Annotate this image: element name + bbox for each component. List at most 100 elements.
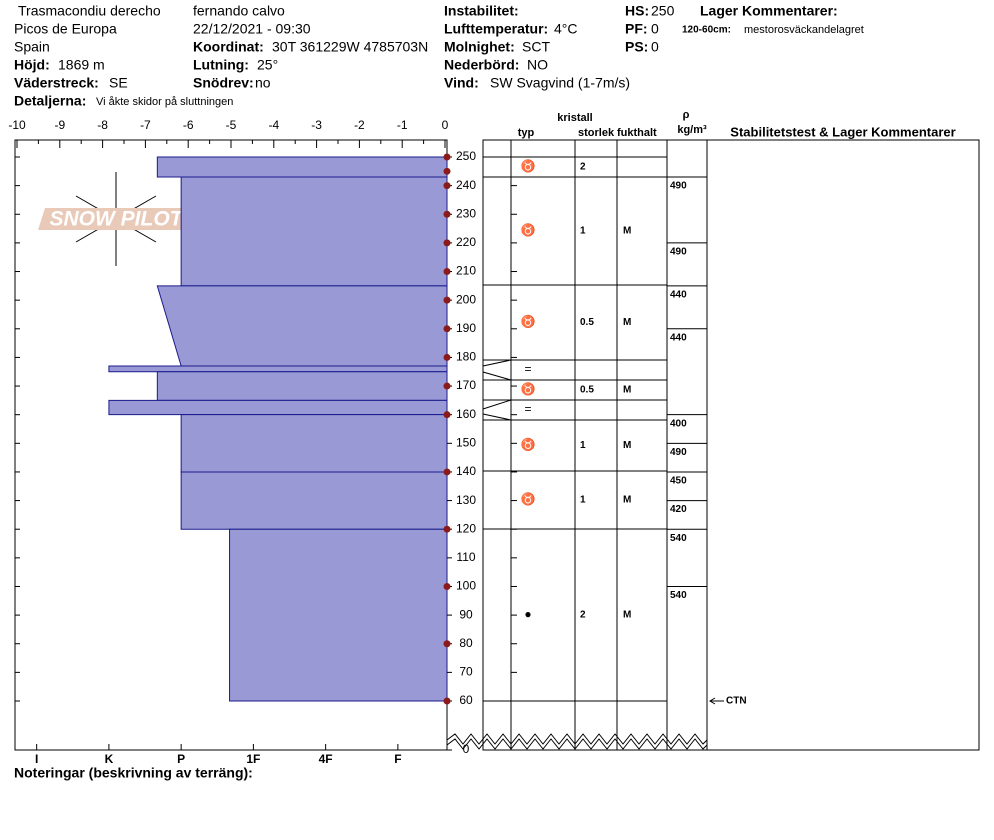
temperature-point: [443, 239, 451, 247]
connector: [482, 399, 512, 410]
grain-size: 1: [580, 495, 586, 506]
grain-size: 1: [580, 440, 586, 451]
field-value: 30T 361229W 4785703N: [272, 39, 428, 55]
layer: [180, 176, 448, 287]
hardness-tick-label: I: [35, 752, 38, 766]
grain-type: ♉: [521, 492, 536, 506]
moisture: M: [623, 495, 631, 506]
temperature-point: [443, 325, 451, 333]
density-value: 440: [670, 332, 687, 343]
watermark-text: SNOW PILOT: [50, 208, 185, 231]
field-label: Lutning:: [193, 57, 249, 73]
grain-type: =: [524, 402, 531, 416]
moisture: M: [623, 385, 631, 396]
x-tick-label: -4: [268, 118, 279, 132]
field-label: HS:: [625, 3, 649, 19]
location: Trasmacondiu derecho: [18, 3, 161, 19]
hardness-tick-label: K: [105, 752, 114, 766]
datetime: 22/12/2021 - 09:30: [193, 21, 311, 37]
header-size: storlek: [578, 127, 615, 139]
moisture: M: [623, 440, 631, 451]
field-label: Detaljerna:: [14, 93, 86, 109]
y-tick-label: 100: [456, 579, 476, 593]
header-type: typ: [518, 127, 535, 139]
field-value: SCT: [522, 39, 550, 55]
y-tick-label: 190: [456, 321, 476, 335]
layer: [156, 156, 448, 178]
hardness-tick-label: 1F: [246, 752, 260, 766]
grain-type: ♉: [521, 315, 536, 329]
grain-size: 2: [580, 162, 586, 173]
field-value: NO: [527, 57, 548, 73]
y-tick-label: 250: [456, 149, 476, 163]
field-label: Vind:: [444, 75, 479, 91]
y-tick-label: 110: [456, 550, 475, 564]
y-tick-label: 160: [456, 407, 476, 421]
temperature-point: [443, 468, 451, 476]
y-tick-label: 210: [456, 264, 476, 278]
connector: [482, 413, 512, 421]
header-crystal: kristall: [557, 112, 592, 124]
x-tick-label: -6: [183, 118, 194, 132]
layer: [156, 285, 448, 367]
temperature-point: [443, 697, 451, 705]
field-label: PS:: [625, 39, 648, 55]
grain-type: ♉: [521, 438, 536, 452]
temperature-point: [443, 268, 451, 276]
comment-text: mestorosväckandelagret: [744, 24, 864, 36]
moisture: M: [623, 610, 631, 621]
grain-type: ♉: [521, 159, 536, 173]
density-value: 490: [670, 181, 687, 192]
hardness-tick-label: 4F: [319, 752, 333, 766]
table-frame: [482, 139, 980, 751]
notes-label: Noteringar (beskrivning av terräng):: [14, 765, 253, 781]
field-value: 0: [651, 39, 659, 55]
header-comments: Stabilitetstest & Lager Kommentarer: [730, 124, 955, 139]
field-label: Koordinat:: [193, 39, 264, 55]
density-value: 490: [670, 447, 687, 458]
arrow-head: [709, 697, 716, 705]
comment-range: 120-60cm:: [682, 25, 731, 36]
axis-break: [446, 738, 708, 750]
temperature-point: [443, 210, 451, 218]
temperature-point: [443, 296, 451, 304]
watermark: SNOW PILOT: [38, 172, 195, 266]
temperature-point: [443, 411, 451, 419]
header-moisture: fukthalt: [617, 127, 657, 139]
field-label: Lufttemperatur:: [444, 21, 548, 37]
temperature-point: [443, 525, 451, 533]
layer: [108, 365, 448, 373]
table-headers: kristall typ storlek fukthalt ρ kg/m³ St…: [518, 109, 956, 140]
field-value: 25°: [257, 57, 278, 73]
observer: fernando calvo: [193, 3, 285, 19]
density-value: 420: [670, 504, 687, 515]
temperature-point: [443, 182, 451, 190]
hardness-tick-label: P: [177, 752, 185, 766]
density-value: 400: [670, 418, 687, 429]
stability-text: CTN: [726, 696, 747, 707]
grain-size: 0.5: [580, 317, 594, 328]
connector: [482, 359, 512, 367]
field-label: Höjd:: [14, 57, 50, 73]
density-value: 440: [670, 289, 687, 300]
y-tick-label: 80: [459, 636, 473, 650]
layer: [156, 371, 448, 401]
grain-type: ●: [524, 607, 531, 621]
field-label: PF:: [625, 21, 648, 37]
connector: [482, 371, 512, 381]
moisture: M: [623, 226, 631, 237]
field-label: Väderstreck:: [14, 75, 99, 91]
y-tick-label: 90: [459, 607, 473, 621]
field-value: SE: [109, 75, 128, 91]
field-value: 4°C: [554, 21, 578, 37]
y-tick-label: 200: [456, 292, 476, 306]
temperature-point: [443, 353, 451, 361]
x-tick-label: -10: [8, 118, 26, 132]
y-tick-label: 240: [456, 178, 476, 192]
grain-size: 0.5: [580, 385, 594, 396]
layer: [108, 399, 448, 416]
temperature-point: [443, 640, 451, 648]
y-tick-label: 180: [456, 350, 476, 364]
field-label: Nederbörd:: [444, 57, 519, 73]
